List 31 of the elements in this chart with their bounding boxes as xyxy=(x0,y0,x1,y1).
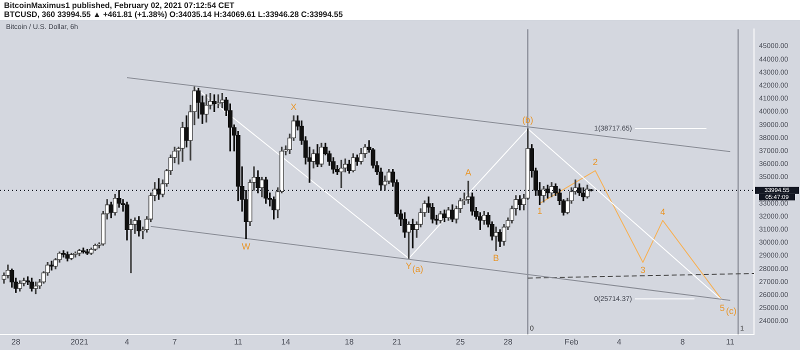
candlestick xyxy=(128,218,134,274)
chart-title: BTCUSD, 360 33994.55 ▲ +461.81 (+1.38%) O:34035.14 H:34069.61 L:33946.28 C:33994.55 xyxy=(4,10,343,19)
annotation: X xyxy=(290,102,297,112)
candlestick xyxy=(494,226,498,251)
x-tick-label: Feb xyxy=(564,337,579,346)
x-tick-label: 11 xyxy=(726,337,735,346)
x-tick-label: 21 xyxy=(392,337,402,346)
annotation: Y xyxy=(406,260,412,271)
x-tick-label: 7 xyxy=(172,337,178,346)
annotation: (a) xyxy=(412,264,424,274)
annotation: A xyxy=(465,168,472,178)
annotation: 4 xyxy=(660,206,666,217)
x-tick-label: 4 xyxy=(124,337,130,346)
annotation: 2 xyxy=(592,157,598,168)
x-tick-label: 28 xyxy=(504,337,513,346)
annotation: 1 xyxy=(537,206,542,216)
text: BitcoinMaximus1 published, February 02, 2021 07:12:54 CET xyxy=(4,1,234,10)
x-tick-label: 4 xyxy=(616,337,622,346)
x-tick-label: 8 xyxy=(680,337,686,346)
x-tick-label: 18 xyxy=(344,337,354,346)
annotation: (c) xyxy=(726,306,737,316)
x-tick-label: 14 xyxy=(281,337,291,346)
x-tick-label: 11 xyxy=(234,337,243,346)
x-tick-label: 28 xyxy=(11,337,21,346)
annotation: W xyxy=(242,241,251,252)
annotation: (b) xyxy=(522,115,534,126)
x-tick-label: 25 xyxy=(456,337,466,346)
annotation: 3 xyxy=(640,264,646,275)
annotation: 5 xyxy=(720,302,725,313)
x-tick-label: 2021 xyxy=(70,337,89,346)
annotation: B xyxy=(493,253,500,264)
